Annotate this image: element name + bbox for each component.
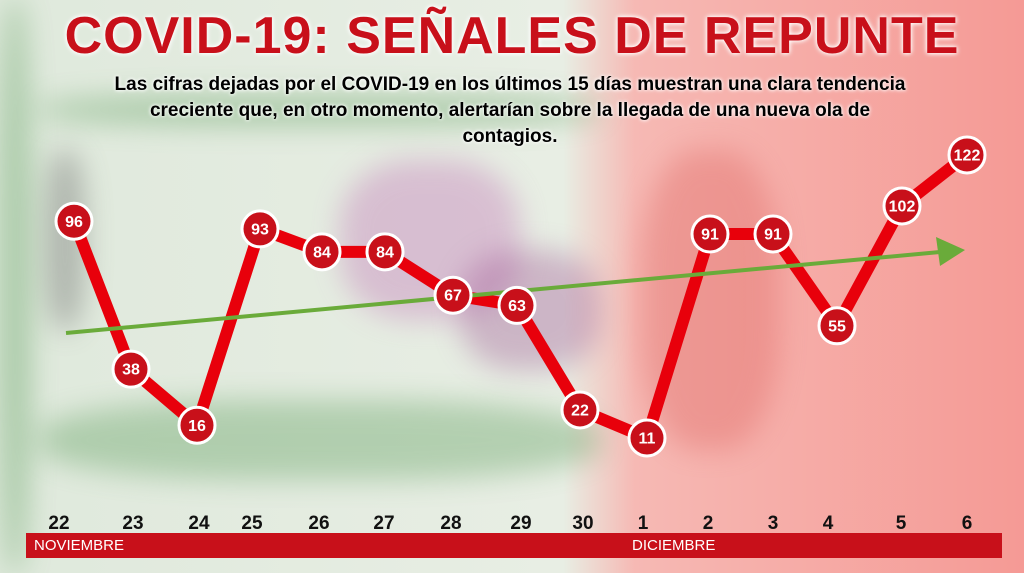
data-label: 102 (889, 198, 916, 215)
data-label: 63 (508, 298, 526, 315)
data-label: 67 (444, 288, 462, 305)
x-tick-label: 28 (440, 513, 461, 534)
x-tick-label: 24 (188, 513, 210, 534)
month-label-december: DICIEMBRE (632, 537, 716, 554)
data-point (882, 186, 922, 226)
chart-subtitle: Las cifras dejadas por el COVID-19 en lo… (114, 74, 906, 147)
data-label: 38 (122, 362, 140, 379)
data-point (111, 349, 151, 389)
data-point (302, 232, 342, 272)
data-label: 91 (764, 227, 782, 244)
month-label-november: NOVIEMBRE (34, 537, 125, 554)
data-point (365, 232, 405, 272)
data-point (753, 214, 793, 254)
x-tick-label: 3 (768, 513, 779, 534)
x-tick-label: 27 (373, 513, 394, 534)
x-tick-label: 25 (241, 513, 263, 534)
x-tick-label: 1 (638, 513, 649, 534)
x-tick-label: 5 (896, 513, 907, 534)
trend-arrowhead (936, 237, 965, 266)
data-point (627, 418, 667, 458)
data-label: 16 (188, 418, 206, 435)
data-point (240, 209, 280, 249)
data-point (560, 390, 600, 430)
data-point (817, 306, 857, 346)
x-tick-label: 4 (823, 513, 834, 534)
x-tick-label: 30 (572, 513, 593, 534)
data-point (177, 405, 217, 445)
data-label: 84 (376, 244, 394, 261)
data-point (54, 201, 94, 241)
x-tick-label: 26 (308, 513, 329, 534)
data-label: 55 (828, 318, 846, 335)
data-point (947, 135, 987, 175)
data-label: 122 (954, 147, 981, 164)
data-label: 11 (639, 431, 656, 448)
data-label: 93 (251, 221, 269, 238)
data-point (433, 275, 473, 315)
x-tick-label: 6 (962, 513, 973, 534)
data-label: 22 (571, 402, 589, 419)
x-tick-label: 23 (122, 513, 143, 534)
chart-title: COVID-19: SEÑALES DE REPUNTE (64, 7, 960, 65)
data-label: 96 (65, 214, 83, 231)
x-tick-label: 29 (510, 513, 531, 534)
x-tick-label: 22 (48, 513, 69, 534)
x-tick-label: 2 (703, 513, 714, 534)
data-label: 91 (701, 227, 719, 244)
data-point (497, 285, 537, 325)
month-bar: NOVIEMBRE DICIEMBRE (26, 533, 1002, 558)
data-label: 84 (313, 244, 331, 261)
data-point (690, 214, 730, 254)
